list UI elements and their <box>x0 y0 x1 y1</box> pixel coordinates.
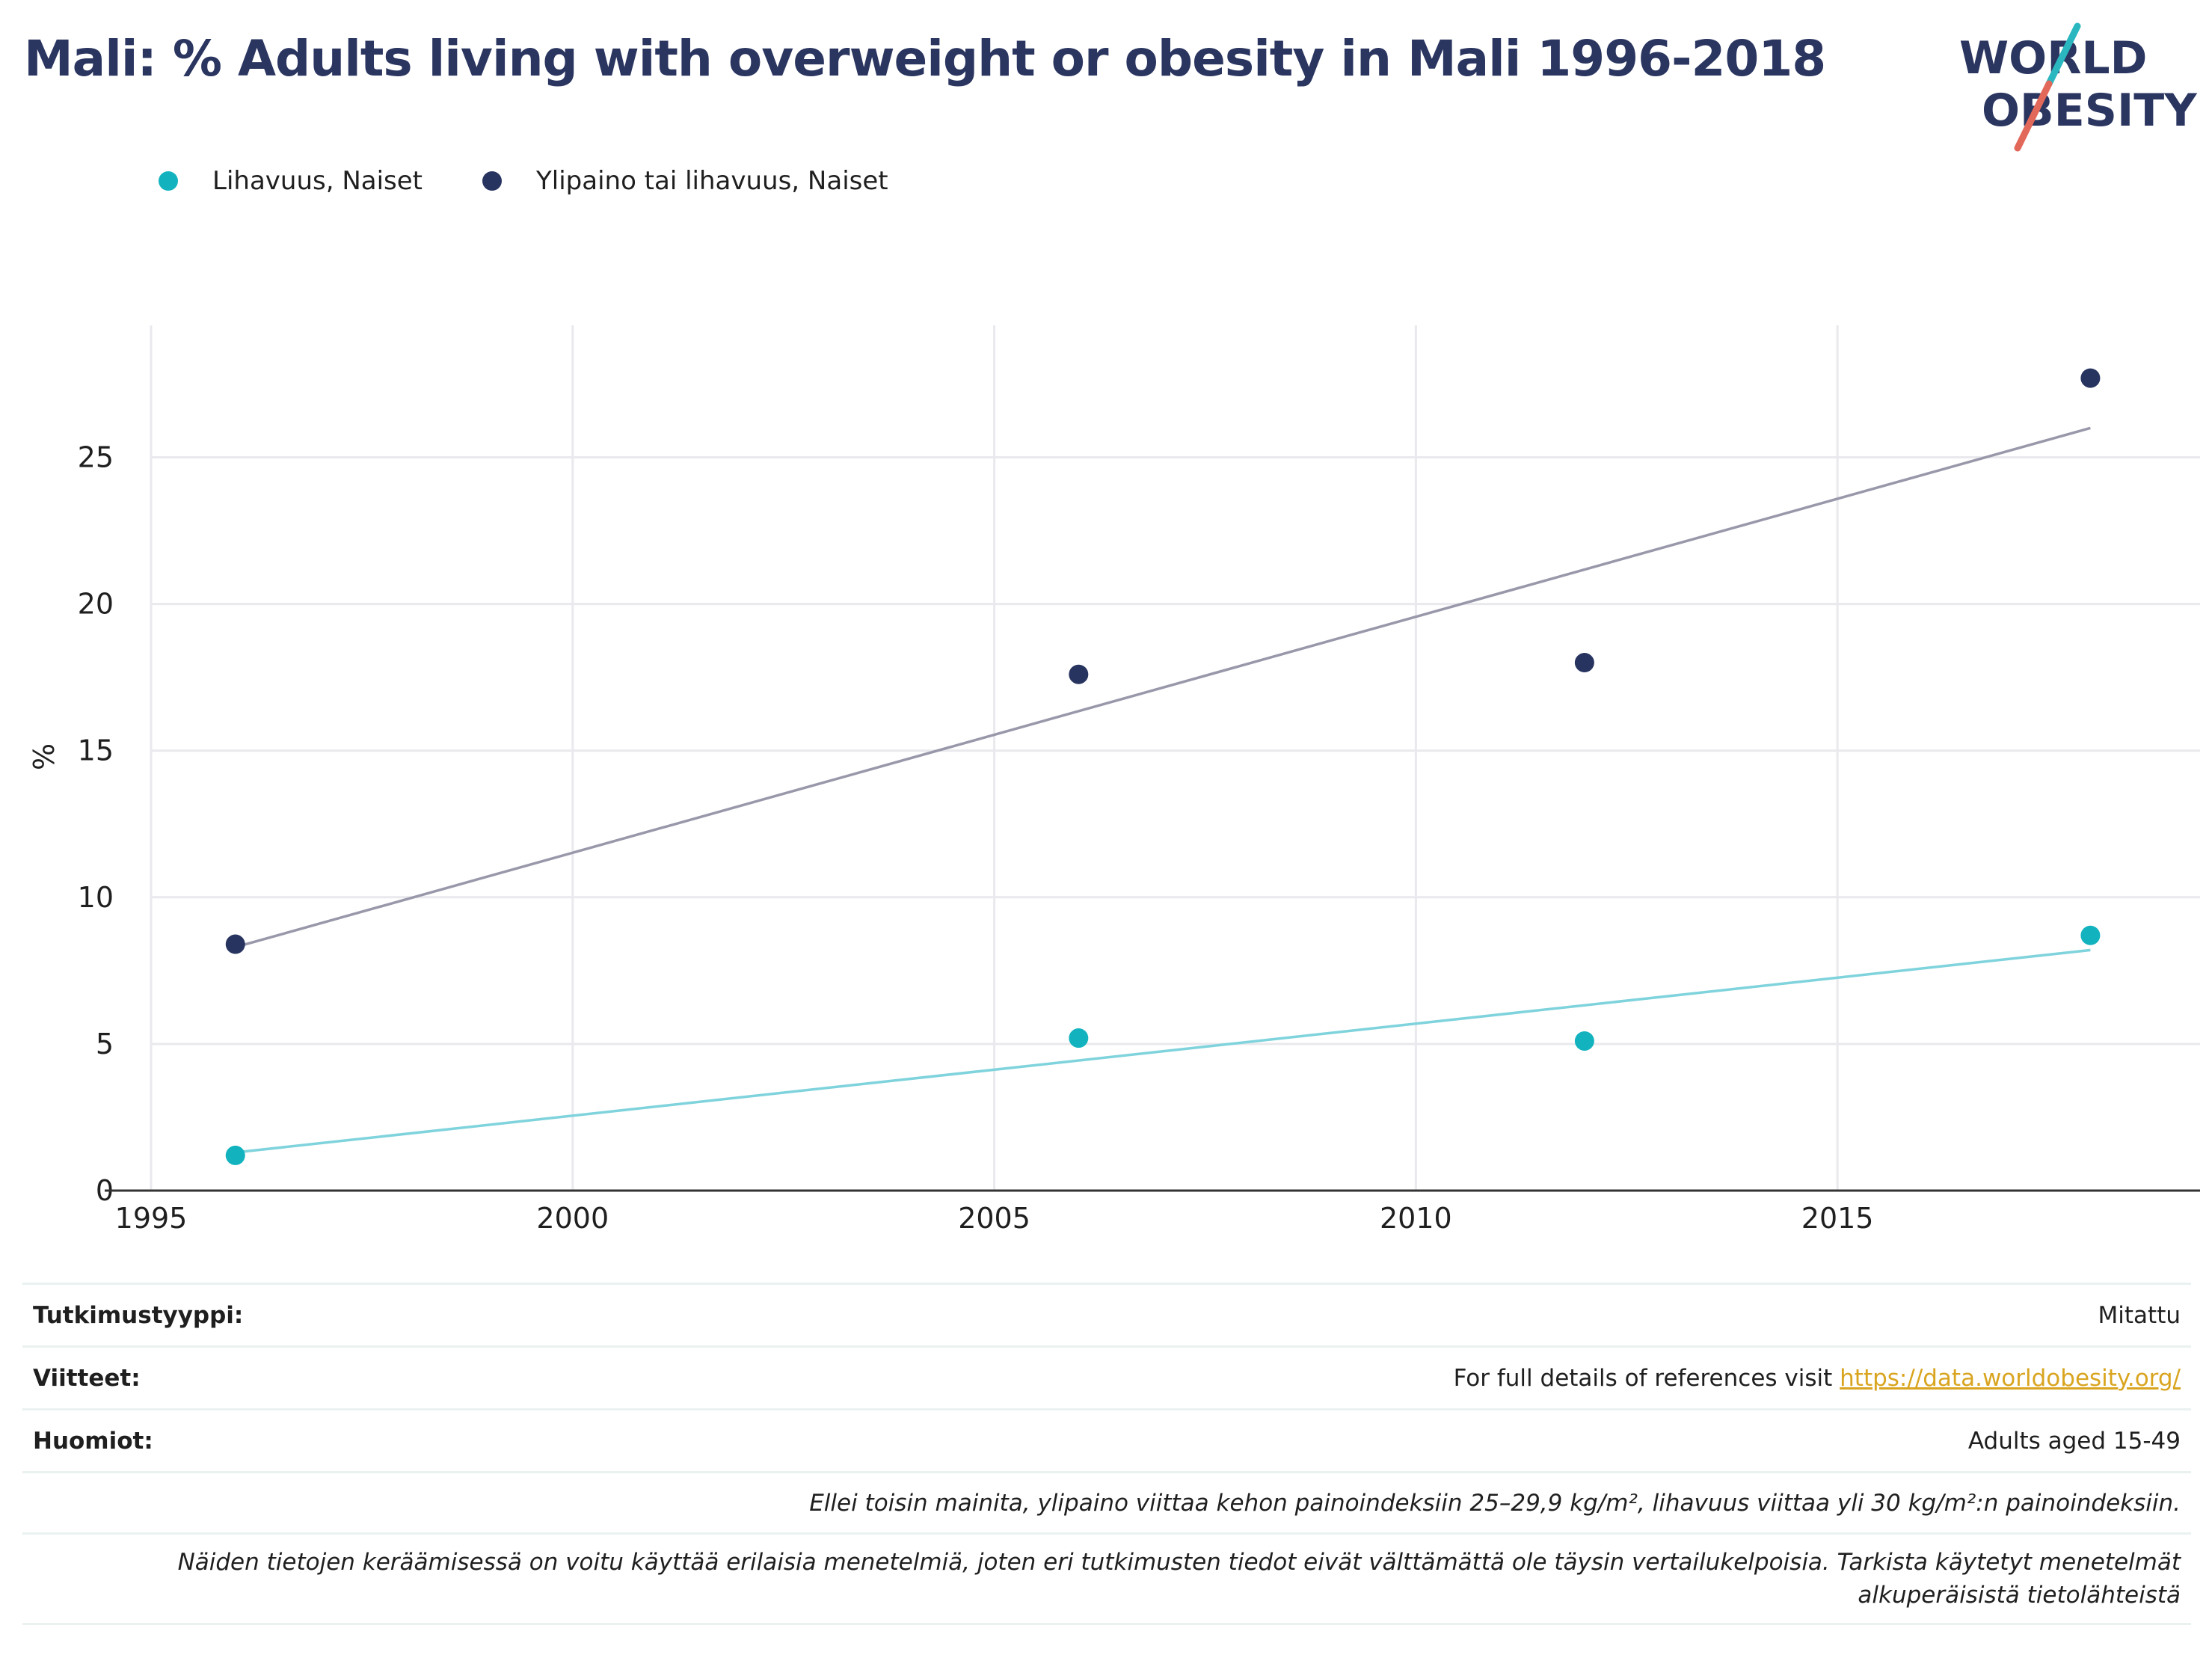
methods-note-line1: Näiden tietojen keräämisessä on voitu kä… <box>177 1549 2181 1576</box>
logo-word-obesity: OBESITY <box>1982 85 2198 137</box>
legend-item-obesity[interactable]: Lihavuus, Naiset <box>159 166 423 196</box>
y-tick-label: 10 <box>78 881 114 914</box>
notes-label: Huomiot: <box>33 1427 153 1455</box>
references-label: Viitteet: <box>33 1364 141 1392</box>
legend-label: Ylipaino tai lihavuus, Naiset <box>536 166 888 196</box>
chart-title: Mali: % Adults living with overweight or… <box>24 30 1826 87</box>
logo-slash-coral <box>2014 80 2053 152</box>
legend-item-overweight[interactable]: Ylipaino tai lihavuus, Naiset <box>482 166 888 196</box>
info-row-methods: Näiden tietojen keräämisessä on voitu kä… <box>22 1532 2191 1625</box>
trend-lines <box>235 426 2091 1154</box>
data-point <box>2080 925 2101 945</box>
data-points <box>225 368 2101 1165</box>
y-tick-label: 5 <box>96 1028 114 1060</box>
y-tick-label: 20 <box>78 588 114 621</box>
study-type-label: Tutkimustyyppi: <box>33 1301 244 1329</box>
data-point <box>1069 664 1089 684</box>
notes-value: Adults aged 15-49 <box>1967 1427 2181 1455</box>
methods-note: Näiden tietojen keräämisessä on voitu kä… <box>33 1546 2181 1612</box>
legend-label: Lihavuus, Naiset <box>212 166 423 196</box>
methods-note-line2: alkuperäisistä tietolähteistä <box>1858 1582 2181 1609</box>
x-tick-label: 2015 <box>1801 1202 1874 1235</box>
data-point <box>1574 653 1594 673</box>
trend-line <box>235 948 2091 1154</box>
x-tick-label: 2000 <box>536 1202 609 1235</box>
info-table: Tutkimustyyppi: Mitattu Viitteet: For fu… <box>22 1283 2191 1625</box>
chart-grid <box>150 325 2200 1191</box>
references-value: For full details of references visit htt… <box>1454 1365 2181 1392</box>
legend-circle-icon <box>159 171 178 191</box>
data-point <box>225 1145 245 1165</box>
x-tick-label: 2010 <box>1380 1202 1452 1235</box>
trend-line <box>235 426 2091 949</box>
y-tick-label: 25 <box>78 440 114 473</box>
data-point <box>2080 368 2101 388</box>
info-row-notes: Huomiot: Adults aged 15-49 <box>22 1408 2191 1471</box>
logo-slash-teal <box>2045 22 2081 87</box>
y-tick-label: 15 <box>78 734 114 767</box>
info-row-study-type: Tutkimustyyppi: Mitattu <box>22 1283 2191 1345</box>
data-point <box>1574 1031 1594 1051</box>
legend-circle-icon <box>482 171 502 191</box>
data-point <box>1069 1028 1089 1049</box>
data-point <box>225 934 245 954</box>
info-row-references: Viitteet: For full details of references… <box>22 1345 2191 1408</box>
x-tick-label: 1995 <box>115 1202 188 1235</box>
references-text: For full details of references visit <box>1453 1364 1840 1392</box>
info-row-definition: Ellei toisin mainita, ylipaino viittaa k… <box>22 1471 2191 1532</box>
references-link[interactable]: https://data.worldobesity.org/ <box>1840 1364 2181 1392</box>
y-axis-label: % <box>28 743 61 770</box>
world-obesity-logo: WORLD OBESITY <box>1959 22 2198 152</box>
definition-note: Ellei toisin mainita, ylipaino viittaa k… <box>809 1489 2181 1517</box>
study-type-value: Mitattu <box>2098 1301 2181 1329</box>
x-tick-label: 2005 <box>958 1202 1030 1235</box>
